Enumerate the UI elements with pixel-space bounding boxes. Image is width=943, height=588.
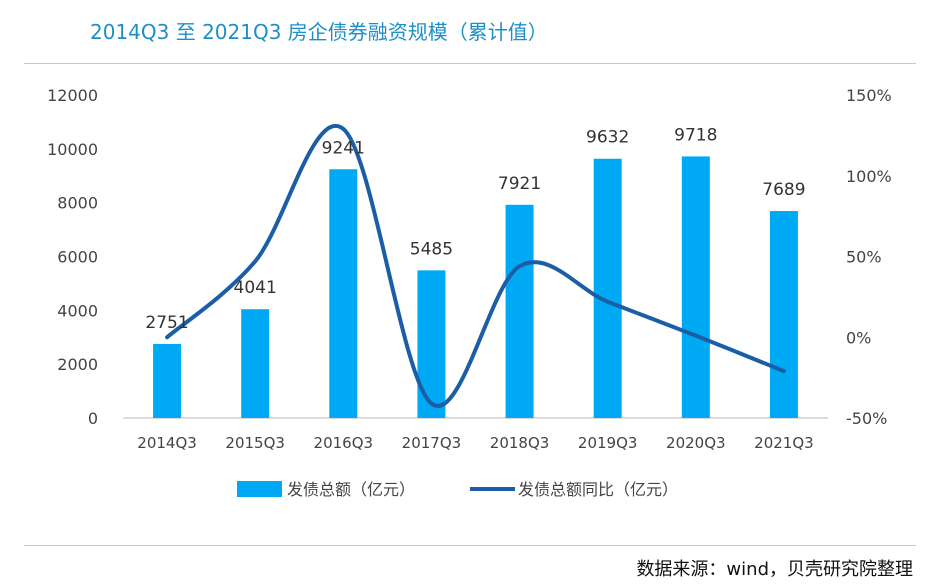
left-axis-tick: 0 — [88, 409, 98, 428]
x-axis-tick: 2014Q3 — [137, 434, 197, 452]
legend-label-bar: 发债总额（亿元） — [287, 480, 415, 499]
right-axis-tick: 150% — [846, 86, 892, 105]
x-axis-tick: 2015Q3 — [225, 434, 285, 452]
bottom-divider — [24, 545, 916, 546]
left-axis-tick: 6000 — [57, 248, 98, 267]
bar — [593, 158, 622, 419]
bar — [417, 270, 446, 418]
x-axis-tick: 2019Q3 — [578, 434, 638, 452]
bar-data-label: 9718 — [674, 125, 717, 145]
x-axis-tick: 2018Q3 — [490, 434, 550, 452]
bar — [329, 169, 358, 418]
bar-data-label: 5485 — [410, 239, 453, 259]
yoy-line — [165, 124, 786, 408]
bar-data-label: 9632 — [586, 128, 629, 148]
bar — [153, 343, 182, 418]
right-axis-tick: -50% — [846, 409, 887, 428]
bar-data-label: 7689 — [762, 180, 805, 200]
left-axis-tick: 4000 — [57, 301, 98, 320]
x-axis-tick: 2020Q3 — [666, 434, 726, 452]
bar-data-label: 2751 — [145, 313, 188, 333]
left-axis-tick: 10000 — [47, 140, 98, 159]
left-axis-tick: 8000 — [57, 194, 98, 213]
bar — [681, 156, 710, 418]
x-axis-tick: 2016Q3 — [314, 434, 374, 452]
right-axis-tick: 100% — [846, 167, 892, 186]
left-axis-tick: 12000 — [47, 86, 98, 105]
legend-swatch-bar — [237, 481, 282, 497]
bar — [241, 309, 270, 418]
bar — [769, 211, 798, 418]
source-note: 数据来源：wind，贝壳研究院整理 — [636, 559, 913, 580]
left-axis-tick: 2000 — [57, 355, 98, 374]
x-axis-tick: 2021Q3 — [754, 434, 814, 452]
bar — [505, 204, 534, 418]
right-axis-tick: 0% — [846, 328, 871, 347]
x-axis-tick: 2017Q3 — [402, 434, 462, 452]
legend-label-line: 发债总额同比（亿元） — [518, 480, 678, 499]
top-divider — [24, 63, 916, 64]
bar-data-label: 4041 — [234, 278, 277, 298]
right-axis-tick: 50% — [846, 248, 882, 267]
bar-data-label: 9241 — [322, 138, 365, 158]
bar-data-label: 7921 — [498, 174, 541, 194]
chart-title: 2014Q3 至 2021Q3 房企债券融资规模（累计值） — [90, 20, 548, 44]
